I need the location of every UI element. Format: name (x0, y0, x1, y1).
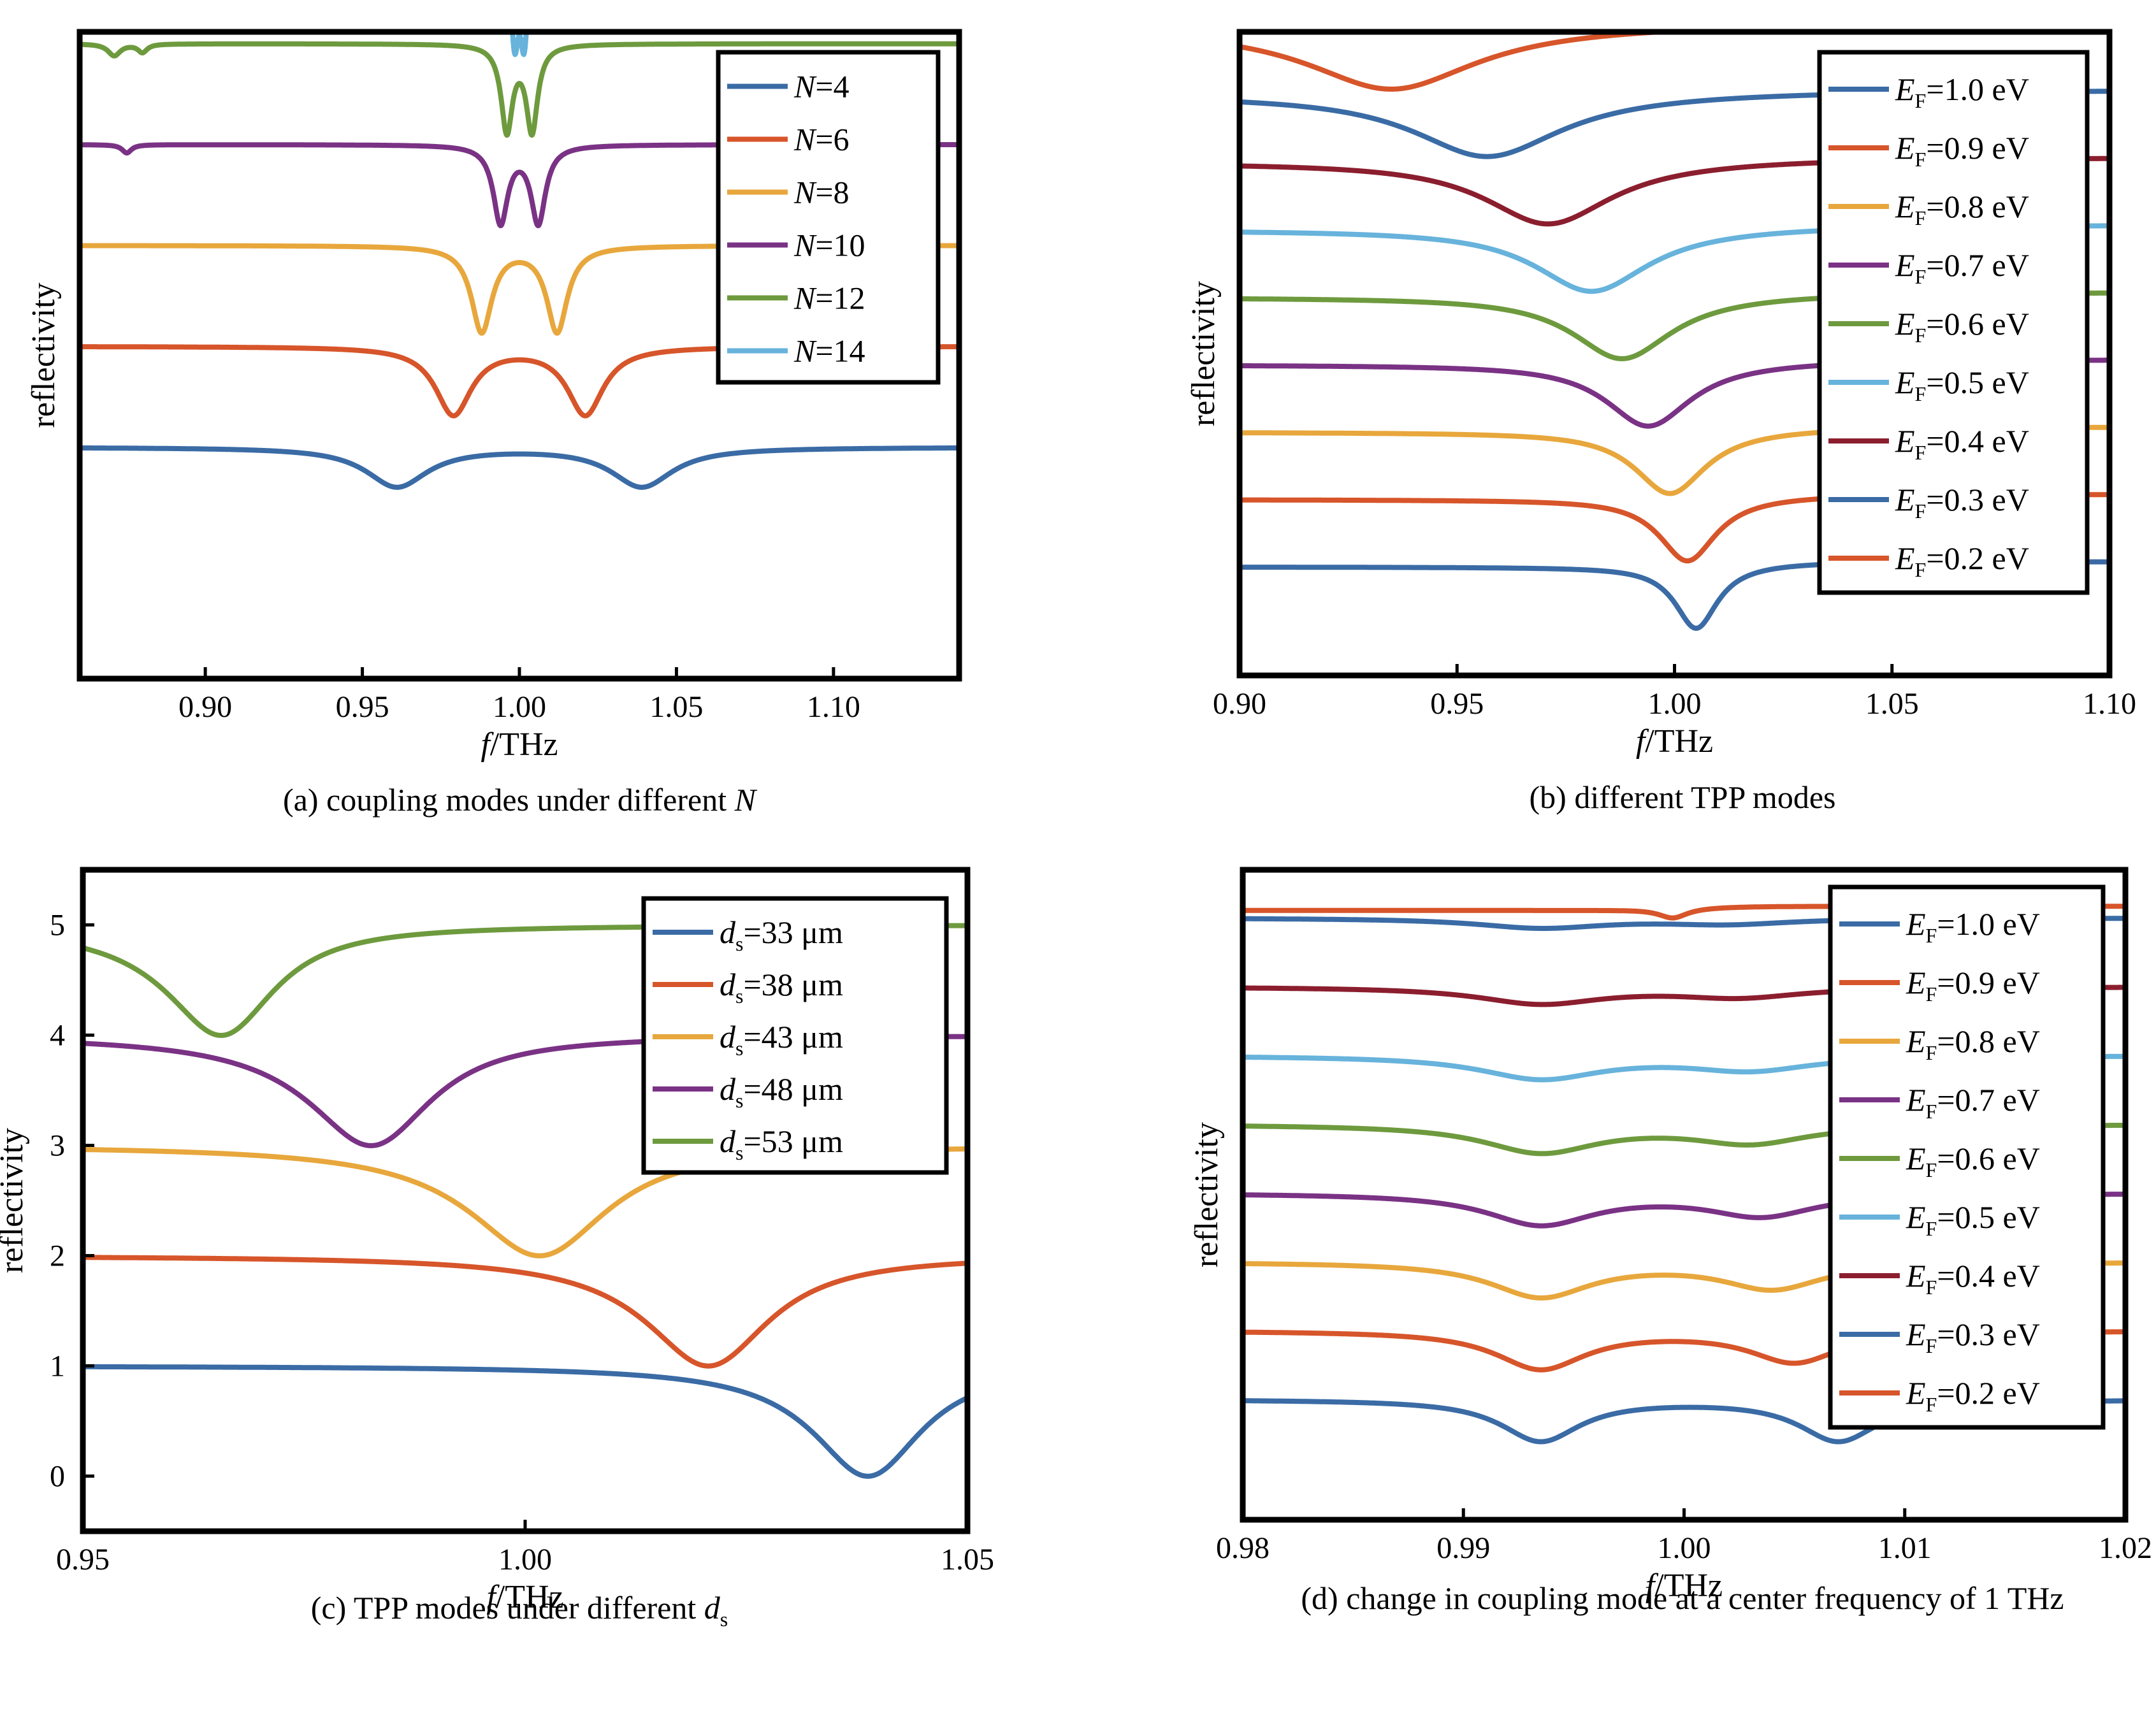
x-axis-label: f/THz (1646, 1568, 1723, 1604)
y-axis-label: reflectivity (0, 1128, 30, 1273)
legend-entry: EF=0.5 eV (1895, 364, 2029, 405)
x-tick-label: 1.00 (498, 1543, 552, 1576)
legend-entry: EF=0.9 eV (1906, 965, 2040, 1006)
legend-entry: EF=0.3 eV (1906, 1316, 2040, 1357)
legend-entry: N=4 (793, 69, 850, 105)
series-line-1 (80, 445, 959, 490)
x-tick-label: 0.95 (336, 690, 389, 724)
legend-entry: ds=38 μm (720, 967, 843, 1007)
panel-a: 0.90 0.95 1.00 1.05 1.10 f/THz reflectivity N=4… (25, 29, 962, 818)
legend-entry: EF=1.0 eV (1906, 906, 2040, 947)
legend-entry: EF=0.7 eV (1906, 1082, 2040, 1123)
x-tick-label: 1.05 (649, 690, 703, 724)
x-tick-label: 0.95 (56, 1543, 110, 1576)
y-tick-label: 4 (50, 1019, 65, 1053)
panel-d: 0.98 0.99 1.00 1.01 1.02 f/THz reflectivity EF=… (1189, 867, 2152, 1616)
legend: ds=33 μm ds=38 μm ds=43 μm ds=48 μm ds=53 μm (641, 896, 949, 1175)
x-axis-label: f/THz (1636, 723, 1713, 760)
panel-b: 0.90 0.95 1.00 1.05 1.10 f/THz reflectivity EF=… (1185, 29, 2136, 815)
series-lines (83, 923, 967, 1479)
legend-entry: EF=0.2 eV (1895, 540, 2029, 581)
x-tick-label: 1.00 (1648, 687, 1702, 721)
legend-entry: ds=33 μm (720, 914, 843, 955)
legend-entry: EF=0.6 eV (1906, 1141, 2040, 1181)
legend-entry: EF=0.6 eV (1895, 306, 2029, 347)
x-axis-label: f/THz (486, 1579, 563, 1615)
series-line-1 (83, 1364, 967, 1479)
legend-entry: EF=0.4 eV (1906, 1258, 2040, 1299)
y-tick-label: 0 (50, 1460, 65, 1494)
series-line-9 (1240, 32, 1714, 92)
legend-entry: EF=0.9 eV (1895, 130, 2029, 171)
x-tick-label: 1.05 (941, 1543, 994, 1576)
y-axis-label: reflectivity (1185, 281, 1222, 426)
y-tick-label: 5 (50, 909, 65, 942)
x-tick-label: 0.95 (1430, 687, 1484, 721)
panel-caption: (b) different TPP modes (1530, 779, 1836, 815)
legend-entry: EF=0.4 eV (1895, 423, 2029, 464)
y-tick-label: 3 (50, 1129, 65, 1163)
x-tick-label: 1.05 (1865, 687, 1919, 721)
legend-entry: EF=0.8 eV (1895, 189, 2029, 229)
legend-entry: EF=0.5 eV (1906, 1199, 2040, 1240)
legend-entry: ds=53 μm (720, 1123, 843, 1164)
y-axis-label: reflectivity (25, 282, 62, 428)
legend-entry: N=14 (793, 333, 865, 369)
panel-c: 0.95 1.00 1.05 0 1 2 3 4 5 f/THz reflectivity ds=33… (0, 867, 994, 1631)
legend-entry: EF=0.8 eV (1906, 1023, 2040, 1064)
panel-caption: (a) coupling modes under different N (283, 782, 758, 818)
series-line-2 (83, 1255, 967, 1369)
legend-entry: N=10 (793, 227, 865, 263)
panel-caption: (d) change in coupling mode at a center … (1301, 1580, 2064, 1616)
x-tick-label: 1.00 (1658, 1531, 1711, 1565)
legend-entry: ds=43 μm (720, 1019, 843, 1060)
x-tick-label: 0.98 (1216, 1531, 1270, 1565)
legend-entry: EF=1.0 eV (1895, 71, 2029, 112)
legend-entry: N=8 (793, 175, 850, 210)
legend-entry: ds=48 μm (720, 1071, 843, 1112)
x-tick-label: 1.00 (493, 690, 546, 724)
legend-entry: N=6 (793, 122, 850, 157)
legend-entry: N=12 (793, 280, 865, 316)
legend-entry: EF=0.2 eV (1906, 1375, 2040, 1416)
legend-entry: EF=0.3 eV (1895, 482, 2029, 523)
legend: N=4 N=6 N=8 N=10 N=12 N=14 (716, 50, 941, 385)
x-tick-label: 1.01 (1878, 1531, 1932, 1565)
x-tick-label: 1.10 (807, 690, 860, 724)
series-line-5 (80, 41, 959, 138)
legend: EF=1.0 eV EF=0.9 eV EF=0.8 eV EF=0.7 eV EF=0… (1817, 50, 2090, 595)
x-tick-label: 1.02 (2099, 1531, 2152, 1565)
legend-entry: EF=0.7 eV (1895, 247, 2029, 288)
panel-caption: (c) TPP modes under different ds (311, 1590, 728, 1631)
x-tick-label: 0.90 (178, 690, 232, 724)
legend-box (716, 50, 941, 385)
x-axis-label: f/THz (481, 726, 558, 763)
x-tick-label: 1.10 (2083, 687, 2136, 721)
legend: EF=1.0 eV EF=0.9 eV EF=0.8 eV EF=0.7 eV EF=0… (1828, 884, 2106, 1430)
y-axis-label: reflectivity (1189, 1122, 1225, 1267)
y-tick-label: 2 (50, 1239, 65, 1273)
series-line-6 (510, 32, 529, 57)
y-tick-label: 1 (50, 1350, 65, 1383)
x-tick-label: 0.99 (1436, 1531, 1490, 1565)
x-tick-label: 0.90 (1213, 687, 1266, 721)
